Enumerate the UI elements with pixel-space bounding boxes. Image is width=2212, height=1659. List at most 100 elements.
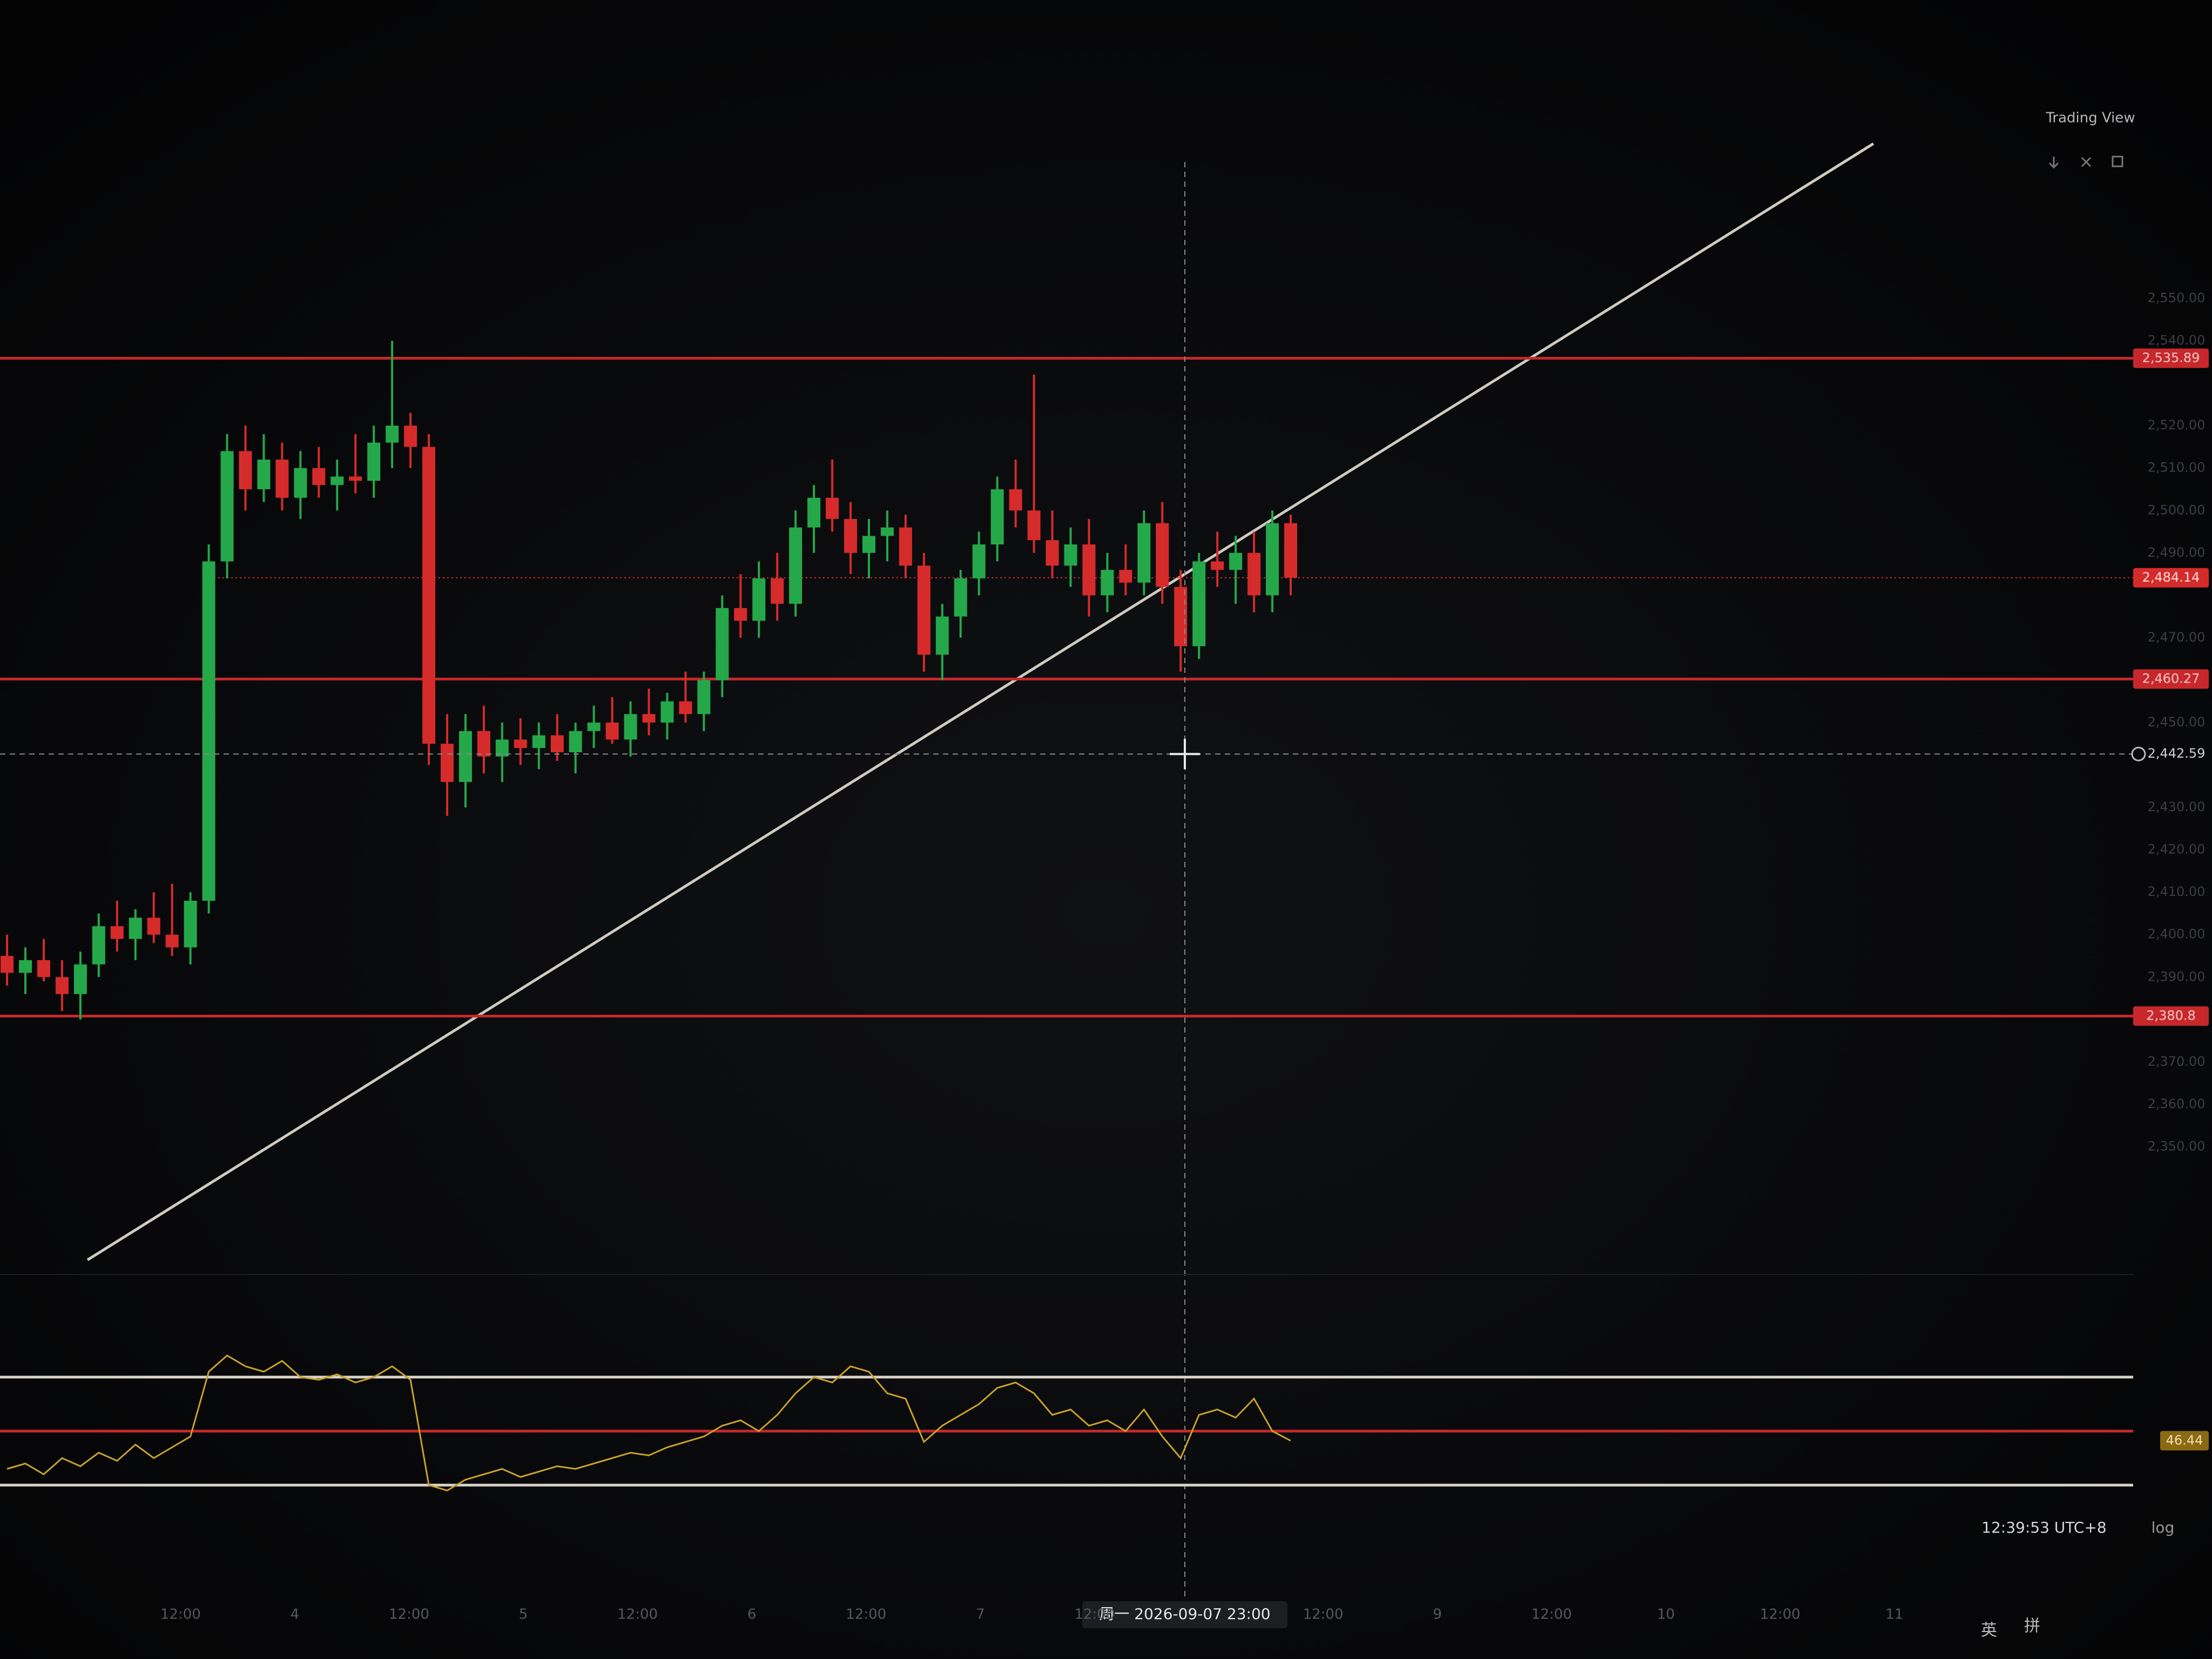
- candle-body: [605, 723, 619, 740]
- app-title: Trading View: [2045, 110, 2135, 126]
- candle-body: [422, 447, 436, 744]
- rsi-last-label: 46.44: [2166, 1433, 2203, 1448]
- x-tick-label: 12:00: [1303, 1607, 1344, 1623]
- y-tick-label: 2,420.00: [2148, 842, 2206, 857]
- crosshair-add-icon[interactable]: [2131, 746, 2146, 761]
- candle-body: [660, 701, 674, 723]
- candle-body: [367, 442, 381, 481]
- price-level-label: 2,460.27: [2142, 671, 2200, 686]
- candle-body: [862, 536, 875, 553]
- candle-body: [1174, 586, 1188, 646]
- candle-body: [990, 489, 1004, 545]
- x-tick-label: 12:00: [389, 1607, 429, 1623]
- candle-body: [697, 680, 711, 714]
- y-tick-label: 2,490.00: [2148, 545, 2206, 560]
- close-icon[interactable]: [2081, 157, 2092, 167]
- price-level-tag: [2133, 348, 2209, 368]
- candle-body: [807, 497, 821, 528]
- candle-body: [349, 476, 362, 481]
- candle-body: [1009, 489, 1022, 511]
- candle-body: [899, 527, 912, 566]
- candle-body: [972, 544, 986, 578]
- x-tick-label: 12:00: [617, 1607, 658, 1623]
- y-tick-label: 2,390.00: [2148, 969, 2206, 984]
- ime-indicator[interactable]: 拼: [2024, 1617, 2040, 1636]
- y-tick-label: 2,410.00: [2148, 884, 2206, 899]
- candle-body: [1156, 523, 1169, 587]
- candle-body: [19, 960, 32, 973]
- y-tick-label: 2,470.00: [2148, 630, 2206, 645]
- y-tick-label: 2,510.00: [2148, 460, 2206, 475]
- candle-body: [275, 460, 289, 498]
- y-tick-label: 2,550.00: [2148, 291, 2206, 306]
- crosshair-time-tag: [1082, 1601, 1287, 1628]
- x-tick-label: 12:00: [160, 1607, 201, 1623]
- candle-body: [1266, 523, 1279, 596]
- crosshair-time-label: 周一 2026-09-07 23:00: [1099, 1605, 1270, 1623]
- candle-body: [917, 565, 930, 655]
- candle-body: [1101, 570, 1114, 596]
- y-tick-label: 2,520.00: [2148, 417, 2206, 433]
- candle-body: [880, 527, 894, 536]
- rsi-line: [6, 1354, 1291, 1492]
- candle-body: [752, 578, 766, 621]
- candle-body: [826, 497, 839, 519]
- ime-indicator[interactable]: 英: [1981, 1621, 1997, 1640]
- candle-body: [257, 460, 271, 489]
- candle-body: [550, 735, 564, 752]
- candle-body: [1284, 523, 1297, 578]
- candle-body: [935, 616, 949, 655]
- candle-body: [1119, 570, 1132, 583]
- candle-body: [458, 731, 472, 782]
- candle-body: [37, 960, 50, 977]
- candle-body: [1046, 540, 1059, 566]
- y-tick-label: 2,350.00: [2148, 1138, 2206, 1154]
- rsi-last-tag: [2160, 1431, 2209, 1451]
- y-tick-label: 2,370.00: [2148, 1054, 2206, 1069]
- candle-body: [1192, 561, 1206, 646]
- candle-body: [312, 468, 326, 485]
- y-tick-label: 2,450.00: [2148, 714, 2206, 730]
- candle-body: [404, 426, 417, 447]
- x-tick-label: 12:00: [846, 1607, 886, 1623]
- candle-body: [331, 476, 344, 485]
- candle-body: [202, 561, 215, 901]
- trend-line: [86, 142, 1874, 1262]
- candle-body: [679, 701, 692, 714]
- candle-body: [954, 578, 967, 617]
- candle-body: [477, 731, 490, 757]
- candle-body: [771, 578, 784, 604]
- candle-body: [1229, 552, 1243, 570]
- fullscreen-icon[interactable]: [2112, 156, 2123, 167]
- x-tick-label: 6: [747, 1607, 757, 1623]
- crosshair-cursor: [1170, 739, 1200, 770]
- download-icon[interactable]: [2048, 157, 2059, 169]
- scale-toggle[interactable]: log: [2152, 1519, 2175, 1536]
- last-price-label: 2,484.14: [2142, 570, 2200, 585]
- candle-body: [1, 956, 14, 973]
- y-tick-label: 2,540.00: [2148, 333, 2206, 348]
- price-level-tag: [2133, 1006, 2209, 1026]
- candle-body: [147, 918, 160, 935]
- candle-body: [532, 735, 545, 748]
- candle-body: [184, 900, 197, 948]
- candle-body: [386, 426, 399, 443]
- price-level-tag: [2133, 669, 2209, 689]
- candle-body: [73, 964, 87, 994]
- candle-body: [844, 518, 858, 553]
- candle-body: [55, 977, 69, 994]
- candle-body: [1137, 523, 1151, 583]
- candle-body: [294, 468, 307, 498]
- y-tick-label: 2,400.00: [2148, 927, 2206, 942]
- clock: 12:39:53 UTC+8: [1981, 1519, 2106, 1536]
- candle-body: [716, 608, 729, 680]
- x-tick-label: 9: [1433, 1607, 1442, 1623]
- candle-body: [92, 926, 105, 965]
- candle-body: [1064, 544, 1077, 566]
- candle-body: [1027, 510, 1041, 541]
- x-tick-label: 5: [519, 1607, 528, 1623]
- y-tick-label: 2,500.00: [2148, 502, 2206, 517]
- candle-body: [734, 608, 747, 621]
- candle-body: [514, 739, 527, 748]
